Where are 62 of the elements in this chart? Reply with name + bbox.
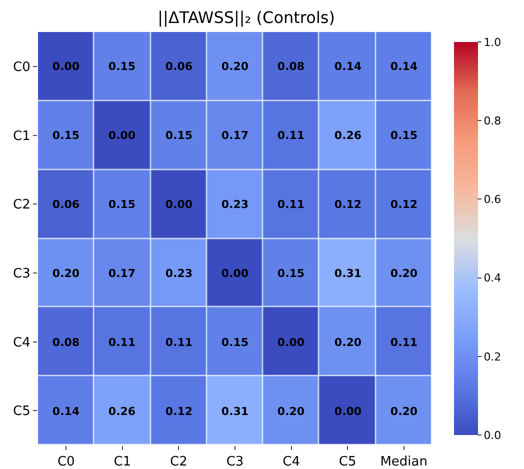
color-bar-label: 1.0 (484, 36, 502, 49)
data-label: 0.11 (390, 336, 418, 349)
chart-title: ||ΔTAWSS||₂ (Controls) (158, 8, 335, 27)
data-label: 0.12 (165, 404, 193, 418)
y-tick-label: C4 (13, 335, 30, 350)
data-label: 0.26 (108, 404, 136, 418)
data-label: 0.15 (390, 128, 418, 142)
data-label: 0.17 (108, 266, 136, 280)
data-label: 0.11 (108, 336, 136, 349)
data-label: 0.11 (277, 128, 305, 142)
data-label: 0.00 (221, 266, 249, 280)
data-label: 0.31 (334, 266, 362, 280)
data-label: 0.12 (390, 198, 418, 211)
data-label: 0.23 (165, 266, 193, 280)
data-label: 0.20 (390, 266, 418, 280)
data-label: 0.23 (221, 198, 249, 211)
data-label: 0.15 (221, 336, 249, 349)
data-label: 0.11 (165, 336, 193, 349)
data-label: 0.20 (277, 404, 305, 418)
data-label: 0.20 (390, 404, 418, 418)
y-tick-label: C2 (13, 198, 30, 213)
y-tick-label: C3 (13, 266, 30, 282)
data-label: 0.15 (108, 60, 136, 73)
data-label: 0.15 (52, 128, 80, 142)
x-tick-label: C4 (282, 454, 300, 469)
data-label: 0.15 (108, 198, 136, 211)
data-label: 0.06 (52, 198, 80, 211)
data-label: 0.31 (221, 404, 249, 418)
data-label: 0.00 (108, 128, 136, 142)
x-tick-label: C2 (170, 454, 188, 469)
data-label: 0.20 (334, 336, 362, 349)
y-tick-label: C0 (13, 60, 30, 75)
data-label: 0.14 (52, 404, 80, 418)
data-label: 0.00 (165, 198, 193, 211)
data-label: 0.00 (52, 60, 80, 73)
y-tick-label: C1 (13, 128, 30, 144)
color-bar-label: 0.2 (484, 350, 502, 364)
data-label: 0.20 (52, 266, 80, 280)
data-label: 0.08 (52, 336, 80, 349)
data-label: 0.14 (390, 60, 418, 73)
x-tick-label: C0 (57, 454, 75, 469)
data-label: 0.15 (165, 128, 193, 142)
color-bar-label: 0.0 (484, 428, 502, 442)
data-label: 0.08 (277, 60, 305, 73)
data-label: 0.17 (221, 128, 249, 142)
data-label: 0.06 (165, 60, 193, 73)
data-label: 0.00 (277, 336, 305, 349)
y-tick-label: C5 (13, 404, 30, 420)
x-tick-label: Median (380, 454, 428, 469)
data-label: 0.11 (277, 198, 305, 211)
x-tick-label: C3 (226, 454, 244, 469)
x-tick-label: C1 (114, 454, 132, 469)
color-bar-label: 0.4 (484, 272, 502, 285)
data-label: 0.15 (277, 266, 305, 280)
data-label: 0.20 (221, 60, 249, 73)
color-bar-label: 0.8 (484, 114, 502, 128)
data-label: 0.12 (334, 198, 362, 211)
x-tick-label: C5 (338, 454, 356, 469)
data-label: 0.14 (334, 60, 362, 73)
data-label: 0.26 (334, 128, 362, 142)
color-bar-label: 0.6 (484, 193, 502, 206)
data-label: 0.00 (334, 404, 362, 418)
